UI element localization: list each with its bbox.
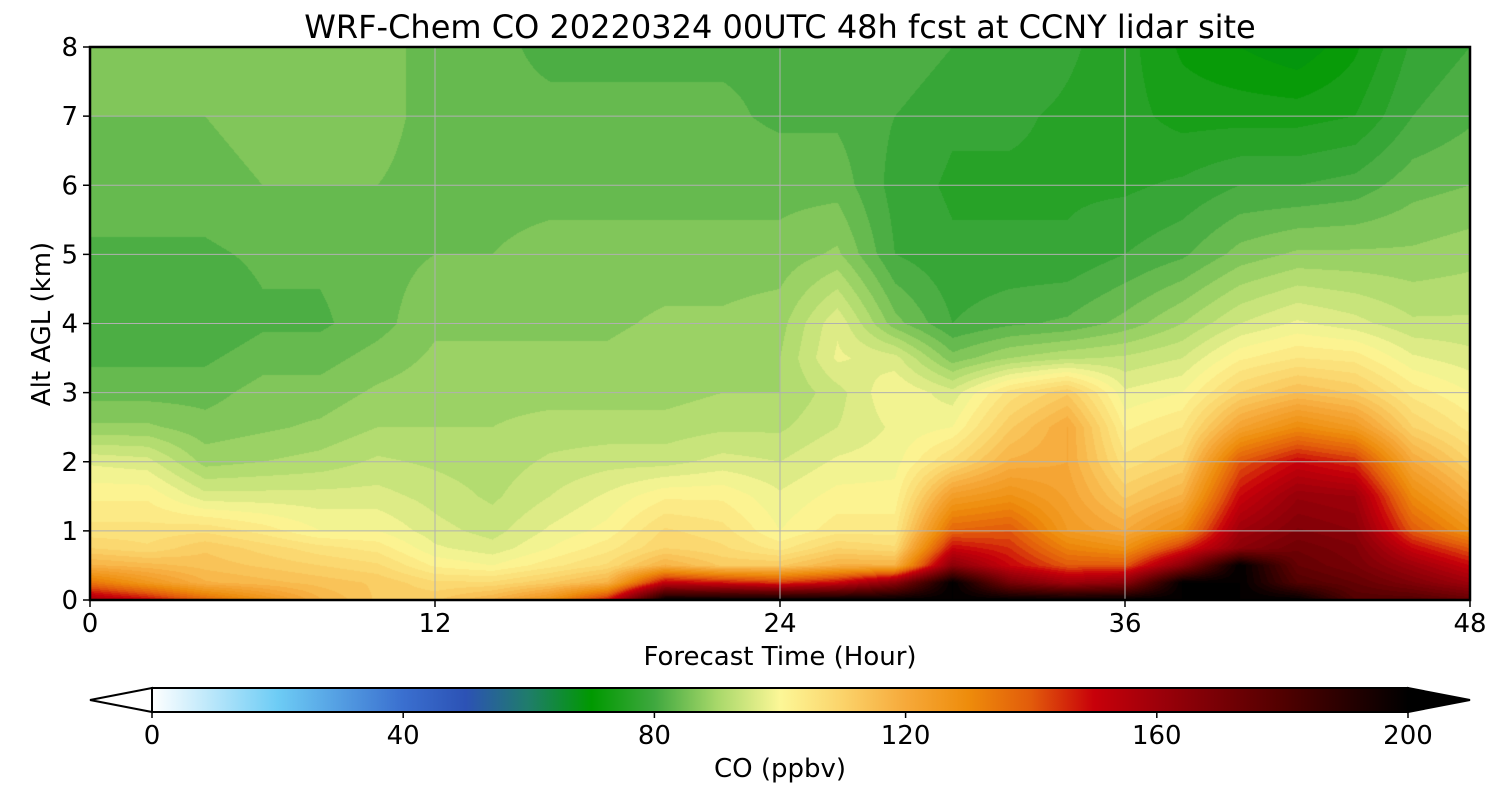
x-tick-label: 36	[1108, 609, 1141, 639]
x-tick-label: 48	[1453, 609, 1486, 639]
x-axis-label: Forecast Time (Hour)	[643, 642, 916, 672]
colorbar-label: CO (ppbv)	[714, 754, 846, 784]
colorbar-frame	[151, 687, 1409, 713]
colorbar-tick-label: 200	[1383, 721, 1433, 751]
y-tick-label: 8	[61, 33, 78, 63]
colorbar: 0 40 80 120 160 200 CO (ppbv)	[89, 686, 1471, 784]
colorbar-tick-label: 80	[638, 721, 671, 751]
y-tick-label: 1	[61, 517, 78, 547]
grid-lines	[90, 47, 1470, 600]
colorbar-tick-label: 160	[1132, 721, 1182, 751]
y-axis-label: Alt AGL (km)	[27, 242, 57, 406]
y-tick-label: 4	[61, 310, 78, 340]
y-tick-label: 2	[61, 448, 78, 478]
y-tick-label: 7	[61, 102, 78, 132]
x-tick-label: 24	[763, 609, 796, 639]
x-axis-ticks: 0 12 24 36 48	[82, 600, 1487, 639]
y-tick-label: 0	[61, 586, 78, 616]
colorbar-min-extend	[89, 686, 153, 714]
y-tick-label: 5	[61, 240, 78, 270]
colorbar-tick-label: 40	[387, 721, 420, 751]
x-tick-label: 12	[418, 609, 451, 639]
colorbar-gradient	[152, 688, 1408, 712]
x-tick-label: 0	[82, 609, 99, 639]
y-axis-ticks: 0 1 2 3 4 5 6 7 8	[61, 33, 90, 616]
colorbar-tick-label: 0	[144, 721, 161, 751]
colorbar-max-extend	[1407, 686, 1471, 714]
colorbar-ticks: 0 40 80 120 160 200	[144, 712, 1433, 751]
colorbar-tick-label: 120	[881, 721, 931, 751]
chart-title: WRF-Chem CO 20220324 00UTC 48h fcst at C…	[304, 8, 1255, 46]
y-tick-label: 6	[61, 171, 78, 201]
y-tick-label: 3	[61, 379, 78, 409]
